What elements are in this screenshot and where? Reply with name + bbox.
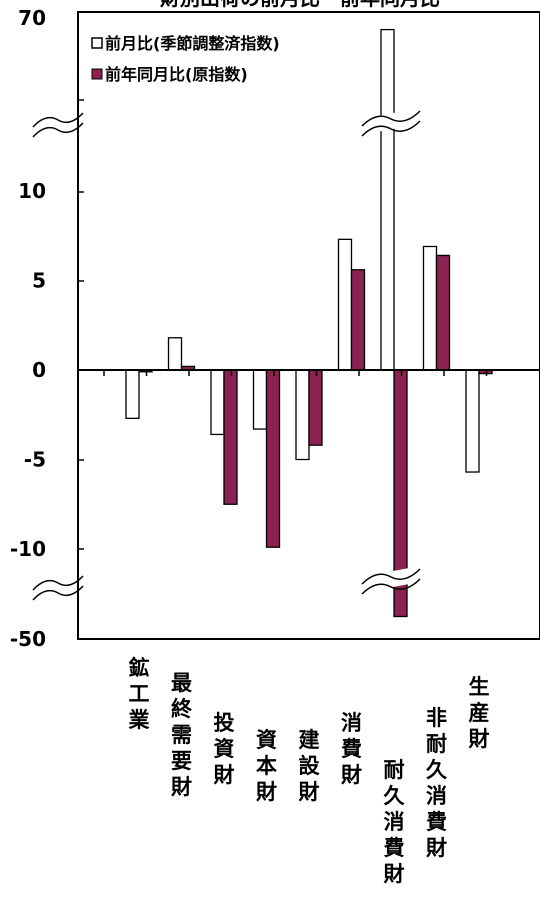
y-tick-label: 5 (32, 269, 46, 293)
category-labels: 鉱工業最終需要財投資財資本財 建設財消費財耐久消費財非耐久消費財 生産財 (129, 656, 490, 886)
x-axis-ticks (103, 370, 488, 376)
bar (308, 369, 323, 446)
y-tick-label: 10 (18, 179, 46, 203)
category-label: 消費財 (341, 711, 362, 787)
bar (435, 254, 451, 371)
bar (350, 269, 366, 371)
chart-title: 財別出荷の前月比・前年同月比 (160, 0, 440, 10)
bar (465, 369, 480, 473)
legend-label-yoy: 前年同月比(原指数) (105, 65, 248, 84)
legend-swatch-mom (91, 37, 103, 49)
bar (422, 245, 438, 371)
y-tick-label: 0 (32, 358, 46, 382)
y-axis-break-bottom (32, 575, 84, 601)
category-label: 鉱工業 (129, 656, 151, 732)
y-tick-label: -50 (10, 627, 46, 651)
plot-area (77, 11, 540, 640)
y-tick-label: -10 (10, 537, 46, 561)
bar-break-durable (361, 108, 421, 595)
category-label: 投資財 (214, 711, 235, 787)
category-label: 非耐久消費財 (426, 706, 447, 860)
category-label: 最終需要財 (171, 671, 193, 799)
bar (125, 369, 140, 419)
bar (167, 337, 183, 371)
bar (252, 369, 268, 430)
y-axis-break-top (32, 112, 84, 138)
bar (380, 28, 395, 371)
bar (223, 369, 238, 505)
legend-swatch-yoy (91, 68, 103, 80)
y-axis: 70 10 5 0 -5 -10 -50 (10, 6, 84, 651)
category-label: 生産財 (469, 675, 490, 751)
bar (295, 369, 310, 461)
bar (337, 238, 353, 371)
legend-label-mom: 前月比(季節調整済指数) (105, 34, 280, 53)
bar (265, 369, 281, 548)
y-tick-label: -5 (24, 448, 46, 472)
legend: 前月比(季節調整済指数) 前年同月比(原指数) (91, 34, 280, 84)
category-label: 耐久消費財 (384, 758, 405, 886)
y-tick-label: 70 (18, 6, 46, 30)
category-label: 建設財 (299, 728, 321, 804)
category-label: 資本財 (256, 728, 277, 804)
bar (210, 369, 225, 436)
